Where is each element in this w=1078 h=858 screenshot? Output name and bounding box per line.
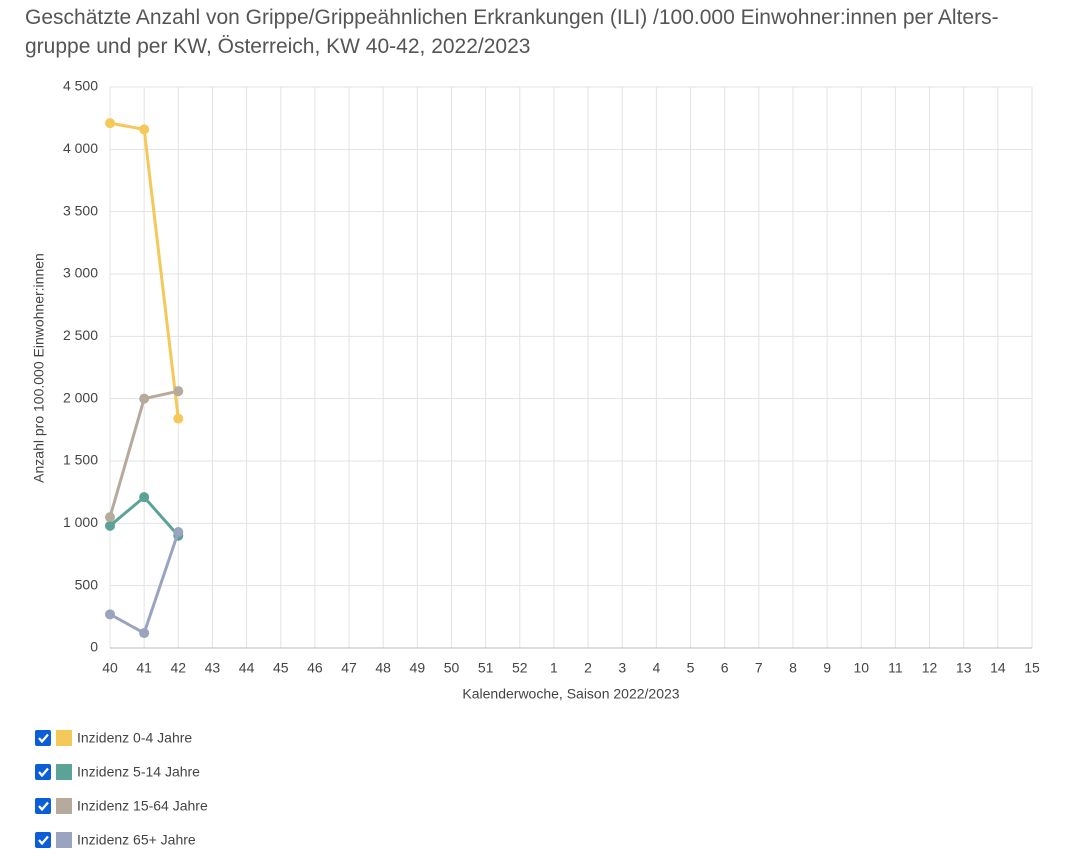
x-tick-label: 52	[512, 660, 528, 676]
legend-swatch	[56, 764, 72, 780]
data-point	[139, 124, 150, 135]
x-tick-label: 46	[307, 660, 323, 676]
legend-label[interactable]: Inzidenz 5-14 Jahre	[77, 764, 200, 780]
data-point	[139, 393, 150, 404]
x-tick-label: 40	[102, 660, 118, 676]
y-axis-label: Anzahl pro 100.000 Einwohner:innen	[31, 253, 47, 483]
x-tick-label: 13	[956, 660, 972, 676]
legend-swatch	[56, 832, 72, 848]
y-tick-label: 500	[75, 576, 99, 592]
x-tick-label: 2	[584, 660, 592, 676]
legend-swatch	[56, 730, 72, 746]
x-tick-label: 43	[205, 660, 221, 676]
data-point	[105, 118, 115, 129]
x-tick-label: 1	[550, 660, 558, 676]
legend-checkbox[interactable]	[35, 730, 51, 746]
legend-checkmark	[38, 767, 49, 778]
x-tick-label: 45	[273, 660, 289, 676]
y-tick-label: 0	[90, 639, 98, 655]
x-tick-label: 42	[171, 660, 187, 676]
x-tick-label: 41	[136, 660, 152, 676]
legend-swatch	[56, 798, 72, 814]
data-point	[105, 520, 115, 531]
x-axis-label: Kalenderwoche, Saison 2022/2023	[462, 686, 679, 702]
y-tick-label: 4 000	[63, 140, 98, 156]
legend-checkbox[interactable]	[35, 764, 51, 780]
legend-checkbox[interactable]	[35, 832, 51, 848]
data-point	[105, 609, 115, 620]
legend-checkmark	[38, 733, 49, 744]
data-point	[173, 527, 184, 538]
x-tick-label: 44	[239, 660, 255, 676]
x-tick-label: 49	[410, 660, 426, 676]
legend-checkmark	[38, 801, 49, 812]
y-tick-label: 1 500	[63, 452, 98, 468]
x-tick-label: 7	[755, 660, 763, 676]
y-tick-label: 2 500	[63, 327, 98, 343]
x-tick-label: 15	[1024, 660, 1040, 676]
data-point	[173, 386, 184, 397]
legend-checkmark	[38, 835, 49, 846]
data-point	[105, 512, 115, 523]
chart-title: Geschätzte Anzahl von Grippe/Grippeähnli…	[25, 6, 999, 29]
x-tick-label: 14	[990, 660, 1006, 676]
data-point	[139, 492, 150, 503]
x-tick-label: 50	[444, 660, 460, 676]
legend-checkbox[interactable]	[35, 798, 51, 814]
data-point	[139, 628, 150, 639]
y-tick-label: 3 500	[63, 202, 98, 218]
x-tick-label: 5	[687, 660, 695, 676]
x-tick-label: 3	[618, 660, 626, 676]
x-tick-label: 6	[721, 660, 729, 676]
x-tick-label: 8	[789, 660, 797, 676]
x-tick-label: 10	[853, 660, 869, 676]
y-tick-label: 3 000	[63, 265, 98, 281]
y-tick-label: 1 000	[63, 514, 98, 530]
y-tick-label: 4 500	[63, 78, 98, 94]
x-tick-label: 48	[375, 660, 391, 676]
y-tick-label: 2 000	[63, 389, 98, 405]
legend-label[interactable]: Inzidenz 0-4 Jahre	[77, 730, 192, 746]
legend-label[interactable]: Inzidenz 65+ Jahre	[77, 832, 196, 848]
x-tick-label: 12	[922, 660, 938, 676]
x-tick-label: 4	[652, 660, 660, 676]
x-tick-label: 9	[823, 660, 831, 676]
chart-title: gruppe und per KW, Österreich, KW 40-42,…	[25, 35, 530, 58]
x-tick-label: 11	[888, 660, 903, 676]
x-tick-label: 51	[478, 660, 494, 676]
data-point	[173, 413, 184, 424]
legend-label[interactable]: Inzidenz 15-64 Jahre	[77, 798, 208, 814]
x-tick-label: 47	[341, 660, 357, 676]
